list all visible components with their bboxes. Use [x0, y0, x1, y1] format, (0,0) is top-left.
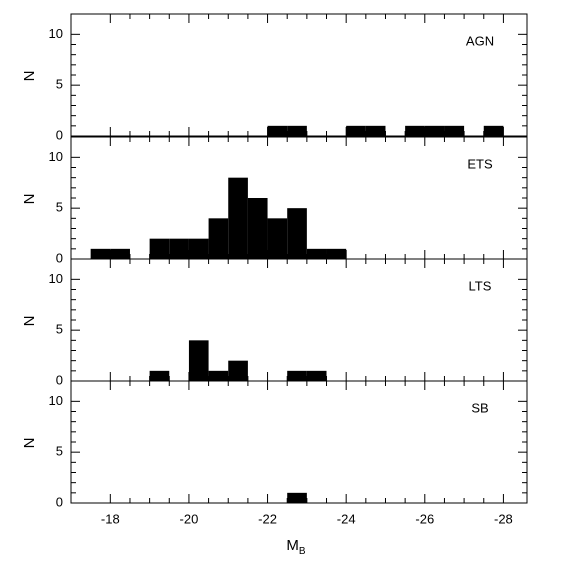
y-tick-label: 5: [56, 77, 63, 92]
panel-frame: [70, 380, 528, 504]
x-tick-label: -20: [180, 511, 199, 526]
y-tick-label: 10: [49, 149, 63, 164]
bar: [208, 370, 229, 381]
bar: [208, 218, 229, 259]
x-axis-label-main: M: [286, 537, 299, 554]
y-axis-label: N: [21, 438, 38, 449]
bar: [169, 238, 189, 259]
bar: [287, 125, 307, 136]
bar: [267, 125, 288, 136]
x-axis-label-sub: B: [299, 546, 306, 557]
bar: [444, 125, 465, 136]
x-tick-label: -22: [258, 511, 277, 526]
panel-annotation: SB: [471, 400, 488, 415]
bar: [188, 238, 209, 259]
y-axis-label: N: [21, 316, 38, 327]
bar: [405, 125, 425, 136]
bar: [228, 360, 248, 381]
panel-annotation: LTS: [469, 278, 492, 293]
y-tick-label: 10: [49, 26, 63, 41]
bar: [228, 177, 248, 259]
y-axis-label: N: [21, 194, 38, 205]
y-tick-label: 5: [56, 200, 63, 215]
bar: [346, 125, 366, 136]
bar: [149, 370, 170, 381]
y-tick-label: 10: [49, 393, 63, 408]
x-tick-label: -18: [101, 511, 120, 526]
bar: [306, 248, 327, 259]
x-tick-label: -24: [337, 511, 356, 526]
y-tick-label: 10: [49, 271, 63, 286]
x-tick-label: -26: [415, 511, 434, 526]
panel-annotation: ETS: [467, 156, 493, 171]
bar: [267, 218, 288, 259]
y-tick-label: 5: [56, 322, 63, 337]
x-tick-label: -28: [494, 511, 513, 526]
bar: [149, 238, 170, 259]
bar: [247, 198, 268, 259]
bar: [287, 370, 307, 381]
y-tick-label: 0: [56, 372, 63, 387]
x-axis-label: MB: [286, 537, 306, 557]
y-axis-label: N: [21, 71, 38, 82]
y-tick-label: 5: [56, 444, 63, 459]
y-tick-label: 0: [56, 494, 63, 509]
panel-frame: [70, 13, 528, 137]
panel-frame: [70, 258, 528, 382]
panel-annotation: AGN: [466, 33, 494, 48]
y-tick-label: 0: [56, 127, 63, 142]
bar: [188, 340, 209, 381]
bar: [90, 248, 111, 259]
bar: [326, 248, 347, 259]
bar: [287, 208, 307, 259]
bar: [424, 125, 445, 136]
bar: [287, 492, 307, 503]
bar: [365, 125, 386, 136]
y-tick-label: 0: [56, 250, 63, 265]
bar: [483, 125, 504, 136]
bar: [110, 248, 130, 259]
bar: [306, 370, 327, 381]
